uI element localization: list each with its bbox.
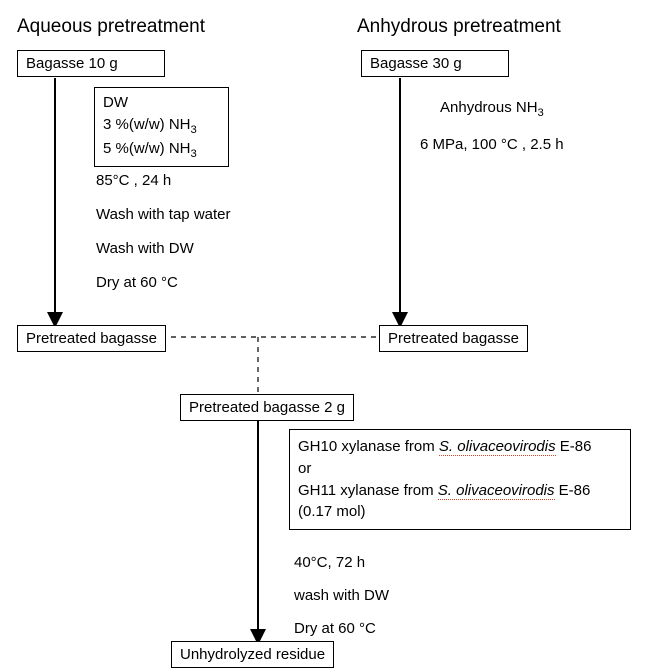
enzyme-line-mol: (0.17 mol): [298, 501, 622, 523]
box-aqueous-conditions: DW 3 %(w/w) NH3 5 %(w/w) NH3: [94, 87, 229, 167]
box-final-residue: Unhydrolyzed residue: [171, 641, 334, 668]
label-aqueous-wash-tap: Wash with tap water: [96, 204, 231, 225]
flowchart-canvas: Aqueous pretreatment Anhydrous pretreatm…: [0, 0, 664, 666]
label-aqueous-dry: Dry at 60 °C: [96, 272, 178, 293]
heading-anhydrous: Anhydrous pretreatment: [357, 16, 561, 38]
label-enzyme-wash: wash with DW: [294, 585, 389, 606]
label-aqueous-wash-dw: Wash with DW: [96, 238, 194, 259]
box-pretreated-left: Pretreated bagasse: [17, 325, 166, 352]
label-aqueous-temp: 85°C , 24 h: [96, 170, 171, 191]
box-pretreated-merged: Pretreated bagasse 2 g: [180, 394, 354, 421]
box-enzyme: GH10 xylanase from S. olivaceovirodis E-…: [289, 429, 631, 530]
enzyme-line-or: or: [298, 458, 622, 480]
label-enzyme-temp: 40°C, 72 h: [294, 552, 365, 573]
box-bagasse-right: Bagasse 30 g: [361, 50, 509, 77]
cond-nh3-3pct: 3 %(w/w) NH3: [103, 114, 220, 138]
cond-dw: DW: [103, 92, 220, 114]
label-enzyme-dry: Dry at 60 °C: [294, 618, 376, 639]
cond-nh3-5pct: 5 %(w/w) NH3: [103, 138, 220, 162]
enzyme-line2: GH11 xylanase from S. olivaceovirodis E-…: [298, 480, 622, 502]
enzyme-line1: GH10 xylanase from S. olivaceovirodis E-…: [298, 436, 622, 458]
label-anhydrous-cond: 6 MPa, 100 °C , 2.5 h: [420, 134, 564, 155]
box-pretreated-right: Pretreated bagasse: [379, 325, 528, 352]
label-anhydrous-nh3: Anhydrous NH3: [440, 97, 544, 122]
box-bagasse-left: Bagasse 10 g: [17, 50, 165, 77]
heading-aqueous: Aqueous pretreatment: [17, 16, 205, 38]
